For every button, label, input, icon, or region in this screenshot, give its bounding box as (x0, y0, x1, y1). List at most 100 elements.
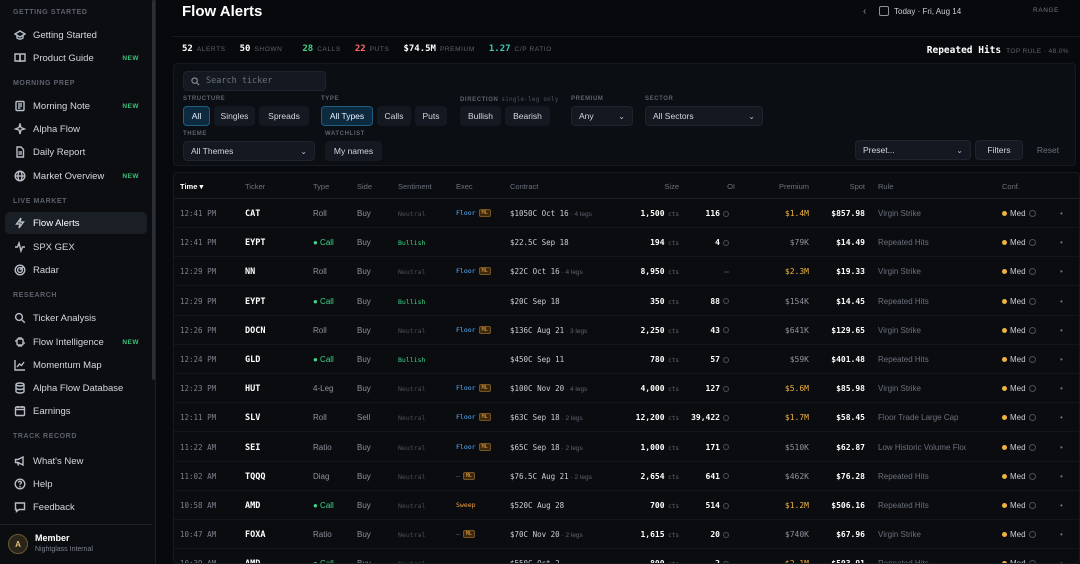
table-row[interactable]: 12:11 PM SLV Roll Sell Neutral Floor ML $63C Se… (174, 403, 1079, 433)
column-header-exec[interactable]: Exec (456, 182, 473, 191)
sidebar-item-ticker-analysis[interactable]: Ticker Analysis (5, 307, 147, 329)
column-header-conf[interactable]: Conf. (1002, 182, 1020, 191)
ticker-cell[interactable]: GLD (245, 355, 261, 365)
preset-select[interactable]: Preset... ⌄ (855, 140, 971, 160)
more-icon[interactable]: • (1060, 501, 1063, 510)
direction-bullish-button[interactable]: Bullish (460, 106, 501, 126)
column-header-time[interactable]: Time ▾ (180, 182, 204, 191)
member-profile[interactable]: A Member Nightglass Internal (0, 524, 152, 564)
column-header-premium[interactable]: Premium (778, 182, 809, 191)
sidebar-item-alpha-flow-database[interactable]: Alpha Flow Database (5, 377, 147, 399)
table-row[interactable]: 12:23 PM HUT 4-Leg Buy Neutral Floor ML $100C N… (174, 374, 1079, 404)
ticker-cell[interactable]: AMD (245, 501, 261, 511)
premium-select[interactable]: Any ⌄ (571, 106, 633, 126)
info-icon[interactable] (1028, 385, 1036, 393)
column-header-sentiment[interactable]: Sentiment (398, 182, 432, 191)
table-row[interactable]: 10:39 AM AMD ● Call Buy Neutral — $550C Oct 2 8… (174, 549, 1079, 564)
info-icon[interactable] (1028, 326, 1036, 334)
sidebar-scrollbar[interactable] (152, 0, 155, 380)
type-puts-button[interactable]: Puts (415, 106, 447, 126)
column-header-type[interactable]: Type (313, 182, 330, 191)
sidebar-item-market-overview[interactable]: Market Overview NEW (5, 165, 147, 187)
sidebar-item-radar[interactable]: Radar (5, 259, 147, 281)
column-header-rule[interactable]: Rule (878, 182, 894, 191)
more-icon[interactable]: • (1060, 209, 1063, 218)
more-icon[interactable]: • (1060, 325, 1063, 335)
sidebar-item-momentum-map[interactable]: Momentum Map (5, 354, 147, 376)
sidebar-item-getting-started[interactable]: Getting Started (5, 24, 147, 46)
sidebar-item-spx-gex[interactable]: SPX GEX (5, 236, 147, 258)
sidebar-item-alpha-flow[interactable]: Alpha Flow (5, 118, 147, 140)
more-icon[interactable]: • (1060, 442, 1063, 452)
column-header-contract[interactable]: Contract (510, 182, 539, 191)
more-icon[interactable]: • (1060, 559, 1063, 564)
ticker-cell[interactable]: AMD (245, 559, 260, 563)
table-row[interactable]: 11:22 AM SEI Ratio Buy Neutral Floor ML $65C Se… (174, 433, 1079, 462)
info-icon[interactable] (1028, 239, 1036, 247)
column-header-size[interactable]: Size (664, 182, 679, 191)
range-button[interactable]: RANGE (1033, 7, 1060, 14)
ticker-cell[interactable]: SLV (245, 413, 261, 424)
sidebar-item-flow-alerts[interactable]: Flow Alerts (5, 212, 147, 234)
sidebar-item-morning-note[interactable]: Morning Note NEW (5, 95, 147, 117)
structure-singles-button[interactable]: Singles (214, 106, 255, 126)
column-header-oi[interactable]: OI (727, 182, 735, 191)
info-icon[interactable] (1028, 210, 1036, 217)
column-header-spot[interactable]: Spot (849, 182, 865, 191)
reset-button[interactable]: Reset (1036, 145, 1060, 155)
sidebar-item-what-s-new[interactable]: What's New (5, 450, 147, 472)
table-row[interactable]: 10:47 AM FOXA Ratio Buy Neutral — ML $70C Nov 2… (174, 520, 1079, 550)
date-selector[interactable]: Today · Fri, Aug 14 (879, 3, 1014, 19)
ticker-cell[interactable]: TQQQ (245, 471, 266, 482)
watchlist-button[interactable]: My names (325, 141, 382, 161)
table-row[interactable]: 12:41 PM CAT Roll Buy Neutral Floor ML $1050C O… (174, 199, 1079, 228)
ticker-cell[interactable]: EYPT (245, 296, 266, 307)
type-calls-button[interactable]: Calls (377, 106, 411, 126)
more-icon[interactable]: • (1060, 355, 1063, 364)
info-icon[interactable] (1028, 443, 1036, 451)
info-icon[interactable] (1028, 268, 1036, 276)
table-row[interactable]: 12:24 PM GLD ● Call Buy Bullish $450C Sep 11 7… (174, 345, 1079, 374)
ticker-cell[interactable]: DOCN (245, 325, 266, 336)
table-row[interactable]: 12:41 PM EYPT ● Call Buy Bullish $22.5C Sep 1… (174, 228, 1079, 258)
column-header-ticker[interactable]: Ticker (245, 182, 266, 191)
more-icon[interactable]: • (1060, 384, 1063, 394)
sidebar-item-feedback[interactable]: Feedback (5, 496, 147, 518)
sidebar-item-flow-intelligence[interactable]: Flow Intelligence NEW (5, 331, 147, 353)
sidebar-item-daily-report[interactable]: Daily Report (5, 141, 147, 163)
structure-spreads-button[interactable]: Spreads (259, 106, 309, 126)
type-all-button[interactable]: All Types (321, 106, 373, 126)
ticker-cell[interactable]: HUT (245, 384, 261, 395)
info-icon[interactable] (1028, 414, 1036, 422)
ticker-cell[interactable]: NN (245, 267, 256, 278)
info-icon[interactable] (1028, 502, 1036, 509)
more-icon[interactable]: • (1060, 530, 1063, 540)
sidebar-item-product-guide[interactable]: Product Guide NEW (5, 47, 147, 69)
filters-button[interactable]: Filters (975, 140, 1023, 160)
column-header-side[interactable]: Side (357, 182, 373, 191)
ticker-cell[interactable]: FOXA (245, 530, 266, 541)
table-row[interactable]: 10:58 AM AMD ● Call Buy Neutral Sweep $520C Au… (174, 491, 1079, 520)
theme-select[interactable]: All Themes ⌄ (183, 141, 315, 161)
direction-bearish-button[interactable]: Bearish (505, 106, 550, 126)
info-icon[interactable] (1028, 531, 1036, 539)
sidebar-item-earnings[interactable]: Earnings (5, 400, 147, 422)
more-icon[interactable]: • (1060, 238, 1063, 248)
sector-select[interactable]: All Sectors ⌄ (645, 106, 763, 126)
more-icon[interactable]: • (1060, 296, 1063, 306)
more-icon[interactable]: • (1060, 471, 1063, 481)
table-row[interactable]: 12:29 PM NN Roll Buy Neutral Floor ML $22C Oct … (174, 257, 1079, 287)
ticker-cell[interactable]: CAT (245, 209, 261, 219)
search-input[interactable] (206, 76, 316, 86)
table-row[interactable]: 12:26 PM DOCN Roll Buy Neutral Floor ML $136C A… (174, 316, 1079, 345)
structure-all-button[interactable]: All (183, 106, 210, 126)
info-icon[interactable] (1028, 356, 1036, 363)
ticker-cell[interactable]: SEI (245, 442, 261, 453)
ticker-cell[interactable]: EYPT (245, 238, 266, 249)
search-box[interactable] (183, 71, 326, 91)
info-icon[interactable] (1028, 472, 1036, 480)
table-row[interactable]: 12:29 PM EYPT ● Call Buy Bullish $20C Sep 18 3… (174, 287, 1079, 316)
table-row[interactable]: 11:02 AM TQQQ Diag Buy Neutral — ML $76.5C Aug … (174, 462, 1079, 491)
chevron-left-icon[interactable]: ‹ (863, 6, 867, 17)
sidebar-item-help[interactable]: Help (5, 473, 147, 495)
